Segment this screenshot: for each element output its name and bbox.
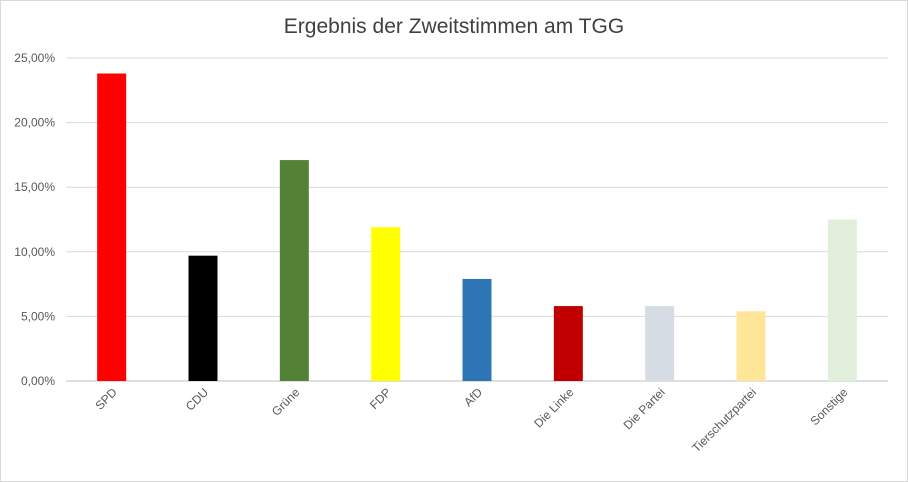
y-tick-label: 25,00% — [14, 51, 55, 65]
x-tick-label: Grüne — [269, 385, 303, 419]
y-axis-ticks: 0,00% 5,00% 10,00% 15,00% 20,00% 25,00% — [14, 51, 55, 388]
x-axis-ticks: SPD CDU Grüne FDP AfD Die Linke Die Partei Tier… — [92, 385, 850, 455]
bar-spd — [97, 73, 127, 381]
x-tick-label: FDP — [367, 385, 394, 412]
y-tick-label: 20,00% — [14, 116, 55, 130]
x-tick-label: Sonstige — [808, 385, 851, 428]
x-tick-label: Die Linke — [531, 385, 577, 431]
bar-fdp — [371, 227, 401, 381]
y-tick-label: 15,00% — [14, 180, 55, 194]
y-tick-label: 5,00% — [21, 309, 55, 323]
x-tick-label: CDU — [183, 385, 211, 413]
x-tick-label: Die Partei — [621, 385, 668, 432]
x-tick-label: Tierschutzpartei — [689, 385, 759, 455]
bar-tierschutzpartei — [736, 311, 766, 381]
bar-sonstige — [827, 219, 857, 381]
bar-die-partei — [645, 306, 675, 381]
y-tick-label: 0,00% — [21, 374, 55, 388]
bar-grüne — [279, 160, 309, 381]
chart-title: Ergebnis der Zweitstimmen am TGG — [283, 15, 625, 38]
bar-cdu — [188, 255, 218, 381]
x-tick-label: AfD — [461, 385, 485, 409]
bar-die-linke — [553, 306, 583, 381]
y-tick-label: 10,00% — [14, 245, 55, 259]
bar-afd — [462, 278, 492, 381]
x-tick-label: SPD — [92, 385, 120, 413]
bars — [97, 73, 857, 381]
